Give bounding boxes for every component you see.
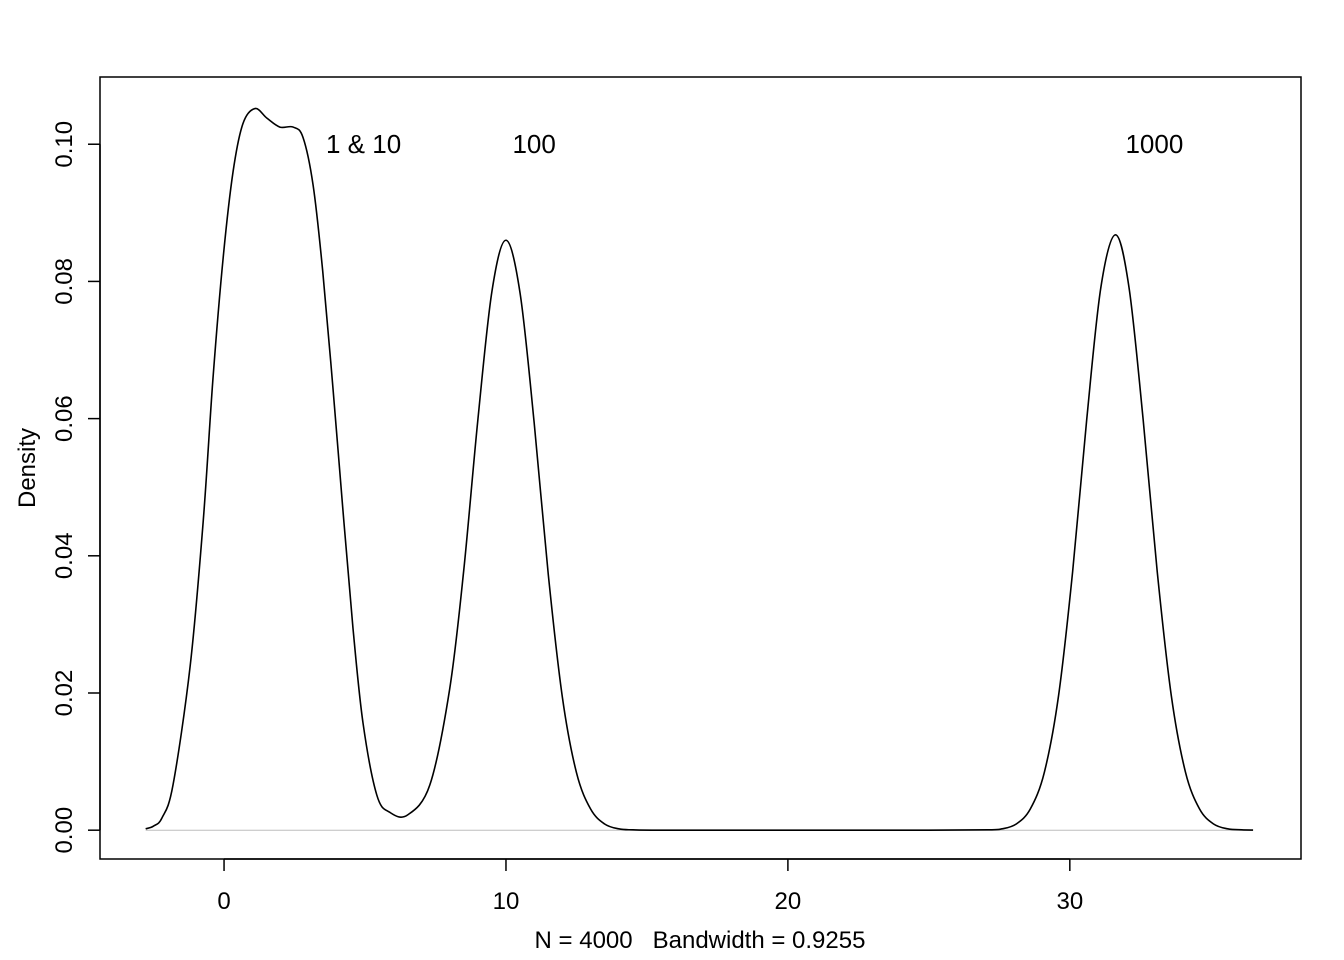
x-tick-label: 0 <box>217 888 230 915</box>
y-tick-label: 0.08 <box>51 258 78 305</box>
density-curve <box>145 107 1254 831</box>
y-axis: 0.00 0.02 0.04 0.06 0.08 0.10 <box>51 121 101 854</box>
plot-frame <box>99 76 1302 860</box>
x-axis-label: N = 4000 Bandwidth = 0.9255 <box>535 927 866 954</box>
x-tick-label: 10 <box>493 888 520 915</box>
y-axis-label: Density <box>14 428 41 508</box>
annotations: 1 & 10 100 1000 <box>326 129 1183 159</box>
y-tick-label: 0.04 <box>51 532 78 579</box>
peak-label: 1000 <box>1125 129 1183 159</box>
y-tick-label: 0.00 <box>51 807 78 854</box>
y-tick-label: 0.02 <box>51 670 78 717</box>
peak-label: 100 <box>512 129 555 159</box>
y-tick-label: 0.06 <box>51 395 78 442</box>
x-axis: 0 10 20 30 <box>217 858 1083 915</box>
peak-label: 1 & 10 <box>326 129 401 159</box>
x-tick-label: 20 <box>775 888 802 915</box>
y-tick-label: 0.10 <box>51 121 78 168</box>
x-tick-label: 30 <box>1056 888 1083 915</box>
